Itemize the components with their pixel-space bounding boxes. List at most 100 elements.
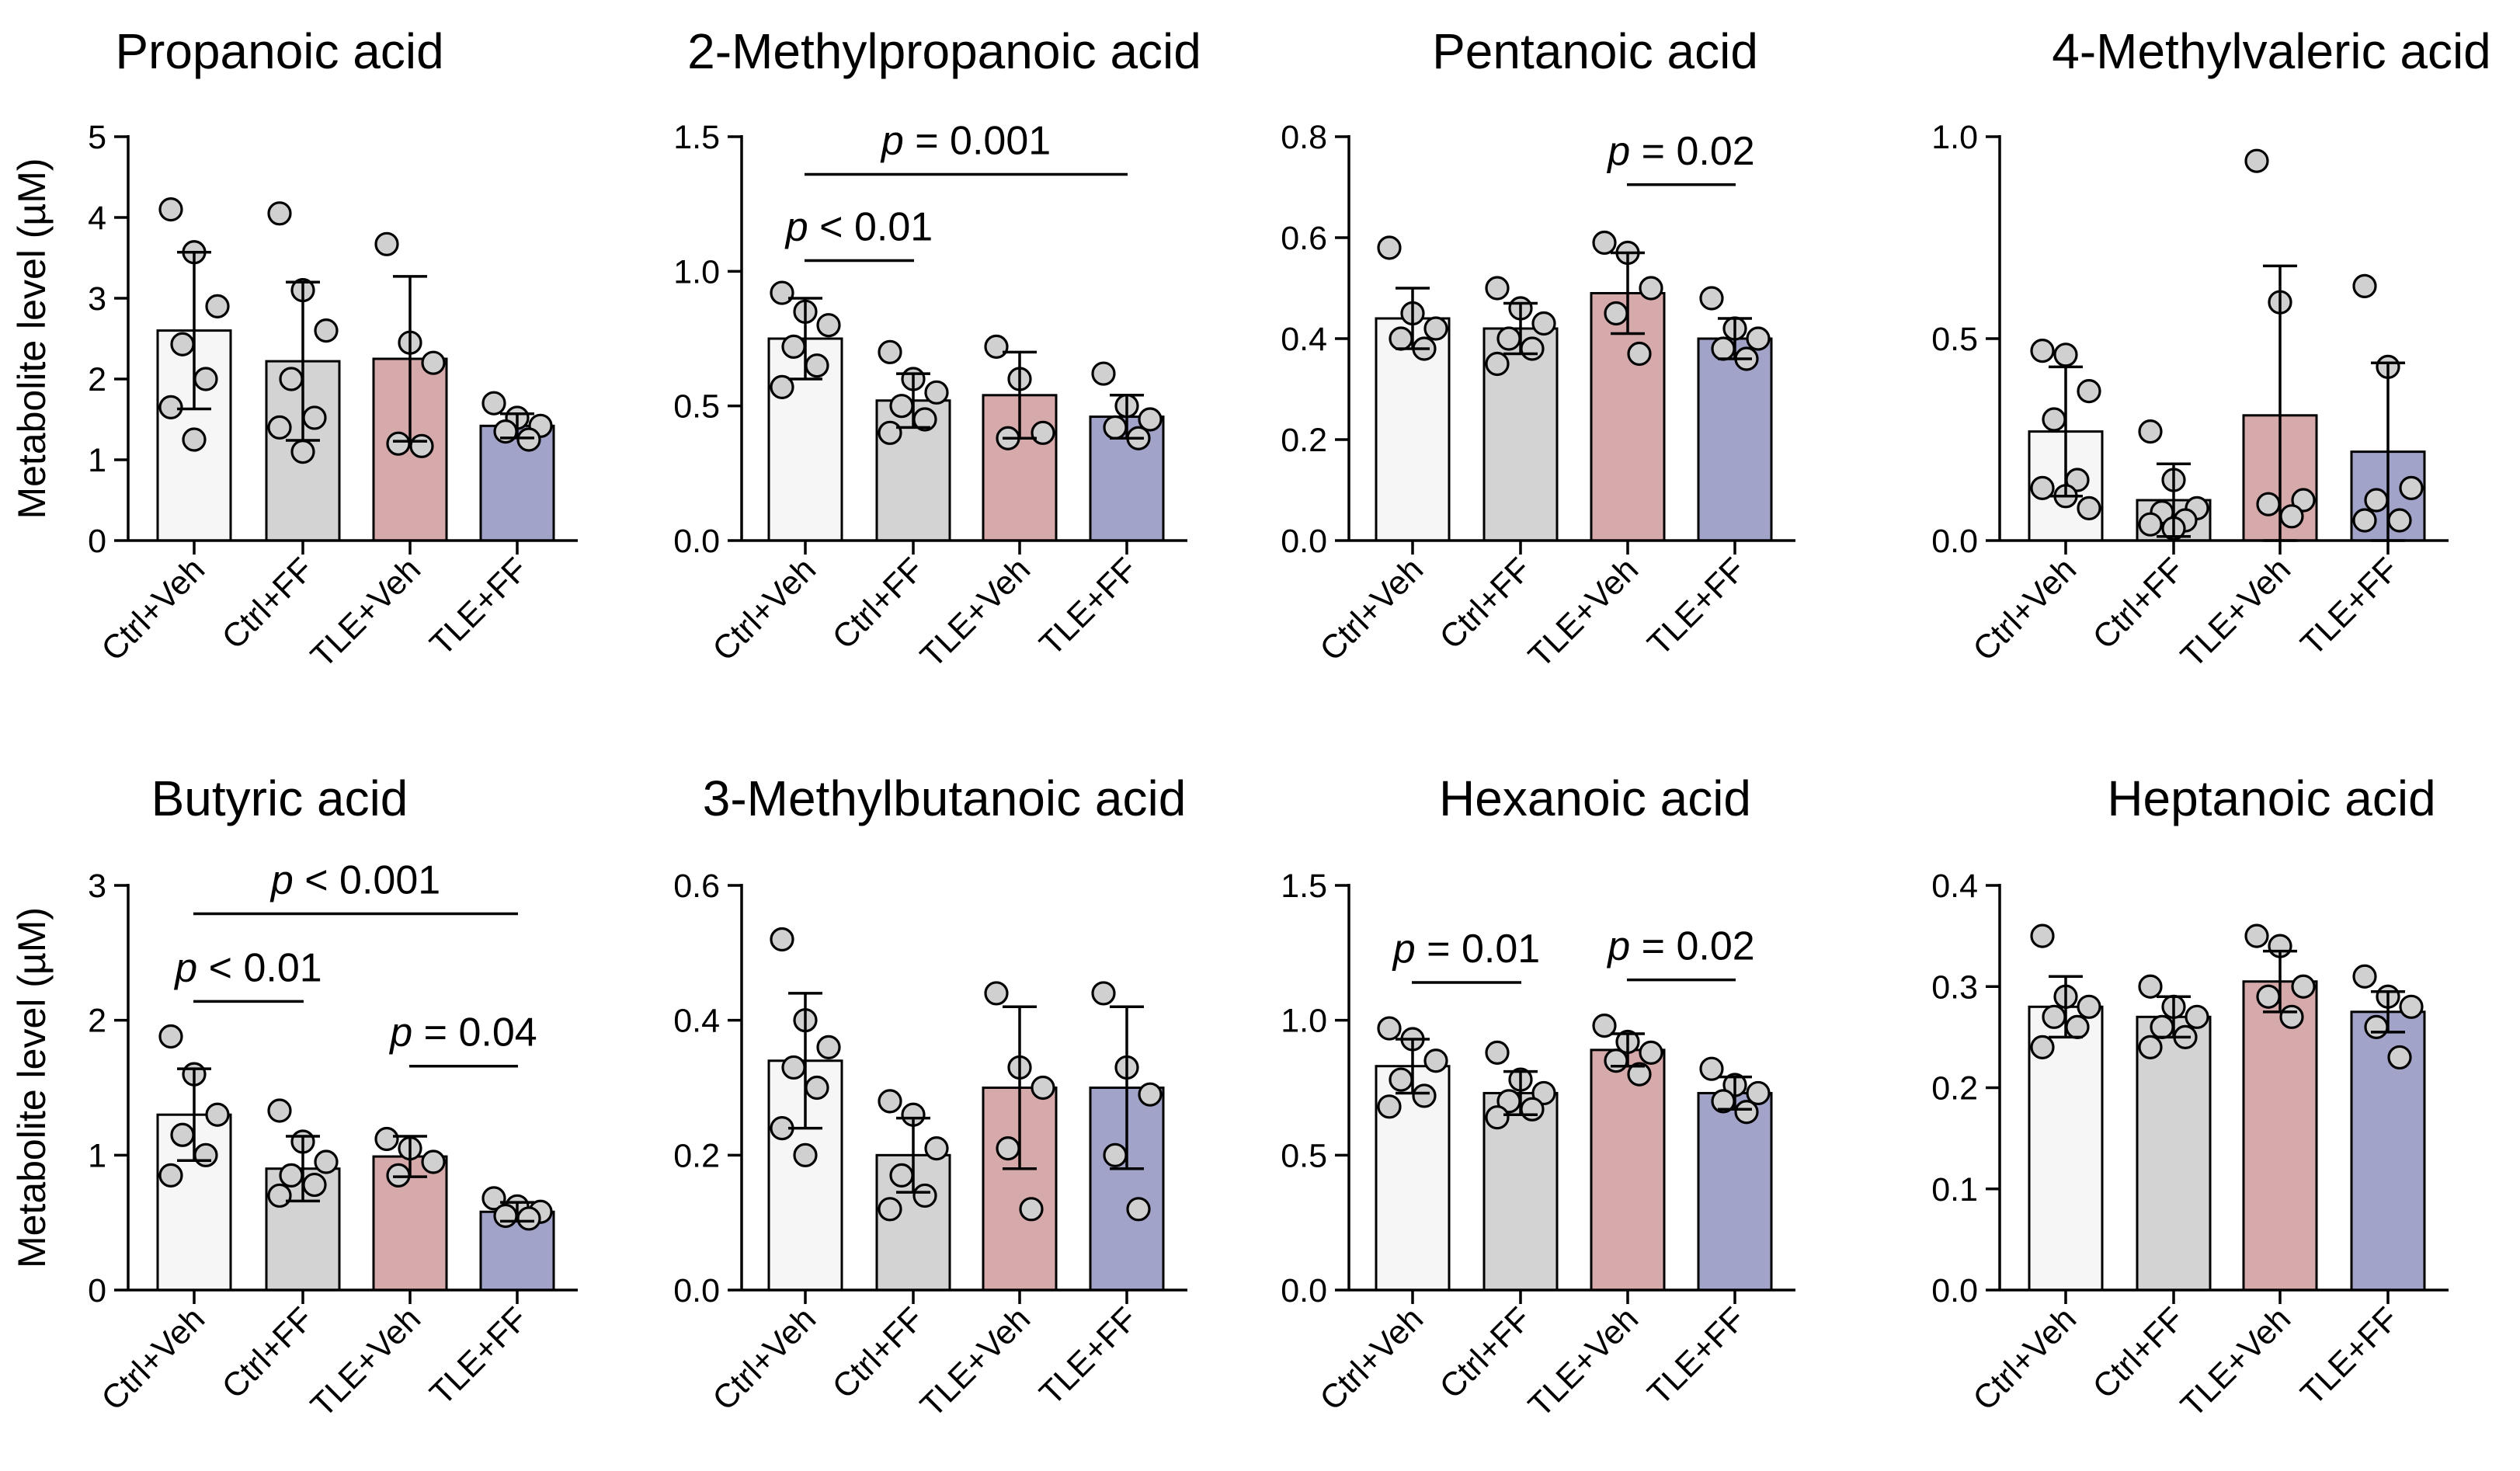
x-tick-label: Ctrl+Veh	[95, 551, 212, 668]
x-tick-label: TLE+FF	[1032, 1300, 1145, 1413]
p-symbol: p	[1606, 924, 1630, 969]
bar	[479, 1210, 555, 1292]
data-point	[374, 231, 399, 256]
x-tick-label: Ctrl+Veh	[706, 1300, 823, 1417]
data-point	[1138, 407, 1163, 432]
data-point	[409, 433, 434, 458]
y-tick-label: 0.5	[673, 388, 720, 426]
chart-title: Butyric acid	[151, 770, 408, 826]
y-tick-label: 0.0	[673, 1272, 720, 1309]
data-point	[1019, 1197, 1044, 1222]
y-tick-label: 1	[88, 442, 106, 479]
significance-label: p = 0.001	[880, 119, 1051, 164]
data-point	[1639, 1040, 1663, 1065]
y-tick-label: 3	[88, 280, 106, 318]
data-point	[182, 427, 207, 452]
y-tick-label: 0.4	[1931, 868, 1978, 905]
y-tick-label: 0.3	[1931, 968, 1978, 1006]
data-point	[1520, 1097, 1545, 1122]
data-point	[170, 332, 195, 356]
data-point	[2399, 475, 2424, 501]
data-point	[1711, 336, 1736, 361]
data-point	[878, 1197, 902, 1222]
chart-title: 4-Methylvaleric acid	[2052, 23, 2491, 79]
data-point	[1389, 326, 1413, 351]
x-tick-label: Ctrl+Veh	[1966, 551, 2084, 668]
bar	[479, 424, 555, 542]
x-tick-label: TLE+FF	[1032, 551, 1145, 663]
chart-panel-5: Butyric acid Metabolite level (µM) 0 1 2 3 Ctr…	[10, 770, 578, 1424]
significance-label: p < 0.01	[173, 945, 322, 990]
data-point	[158, 197, 183, 222]
data-point	[878, 1089, 902, 1114]
data-point	[314, 1149, 339, 1174]
data-point	[2399, 994, 2424, 1019]
data-point	[302, 1172, 327, 1198]
data-point	[1423, 1048, 1448, 1073]
data-point	[781, 1055, 806, 1080]
y-tick-label: 0.2	[1931, 1070, 1978, 1108]
x-tick-label: TLE+Veh	[913, 551, 1038, 675]
p-value: = 0.04	[412, 1010, 537, 1055]
y-tick-label: 0.8	[1281, 119, 1327, 156]
data-point	[516, 1206, 541, 1231]
data-point	[1377, 235, 1402, 260]
x-tick-label: Ctrl+FF	[215, 551, 321, 656]
data-point	[2185, 1004, 2209, 1029]
data-point	[816, 313, 841, 338]
x-tick-label: TLE+FF	[2293, 551, 2406, 663]
data-point	[193, 1142, 218, 1167]
data-point	[912, 1183, 937, 1208]
data-point	[374, 1126, 399, 1152]
data-point	[2077, 994, 2101, 1019]
significance-label: p = 0.04	[388, 1010, 537, 1055]
y-tick-label: 2	[88, 361, 106, 398]
data-point	[770, 374, 794, 399]
data-point	[2030, 475, 2055, 501]
x-tick-label: Ctrl+Veh	[1966, 1300, 2084, 1417]
bar	[2242, 980, 2318, 1292]
data-point	[1496, 326, 1521, 351]
y-tick-label: 0.5	[1931, 321, 1978, 358]
y-tick-label: 0.4	[1281, 321, 1327, 358]
data-point	[302, 405, 327, 430]
data-point	[1485, 1040, 1510, 1065]
data-point	[1604, 1048, 1628, 1073]
p-symbol: p	[269, 857, 294, 902]
bar	[1697, 1091, 1773, 1292]
data-point	[1138, 1082, 1163, 1107]
data-point	[2244, 923, 2269, 948]
x-tick-label: TLE+Veh	[304, 1300, 428, 1424]
data-point	[205, 294, 230, 318]
y-tick-label: 1.0	[1281, 1003, 1327, 1040]
data-point	[1746, 1080, 1771, 1106]
data-point	[2364, 488, 2389, 513]
data-point	[1485, 351, 1510, 377]
chart-title: Propanoic acid	[115, 23, 443, 79]
data-point	[2138, 1035, 2163, 1060]
data-point	[267, 201, 292, 226]
data-point	[516, 427, 541, 452]
data-point	[878, 339, 902, 364]
x-tick-label: Ctrl+FF	[1433, 1300, 1538, 1406]
x-tick-label: Ctrl+FF	[826, 551, 931, 656]
data-point	[2065, 1014, 2090, 1039]
data-point	[996, 1136, 1020, 1161]
x-tick-label: Ctrl+Veh	[95, 1300, 212, 1417]
x-tick-label: Ctrl+Veh	[1313, 551, 1430, 668]
data-point	[2291, 488, 2316, 513]
y-tick-label: 0.0	[1281, 523, 1327, 560]
data-point	[193, 367, 218, 391]
x-tick-label: TLE+FF	[422, 1300, 535, 1413]
p-symbol: p	[1392, 927, 1416, 972]
p-symbol: p	[880, 119, 904, 164]
data-point	[2030, 1035, 2055, 1060]
x-tick-label: TLE+FF	[2293, 1300, 2406, 1413]
bar	[372, 1155, 448, 1292]
y-tick-label: 1.5	[673, 119, 720, 156]
data-point	[2291, 974, 2316, 999]
chart-title: Hexanoic acid	[1439, 770, 1751, 826]
y-tick-label: 1.0	[673, 253, 720, 290]
p-symbol: p	[784, 204, 808, 249]
p-value: = 0.001	[904, 119, 1051, 164]
